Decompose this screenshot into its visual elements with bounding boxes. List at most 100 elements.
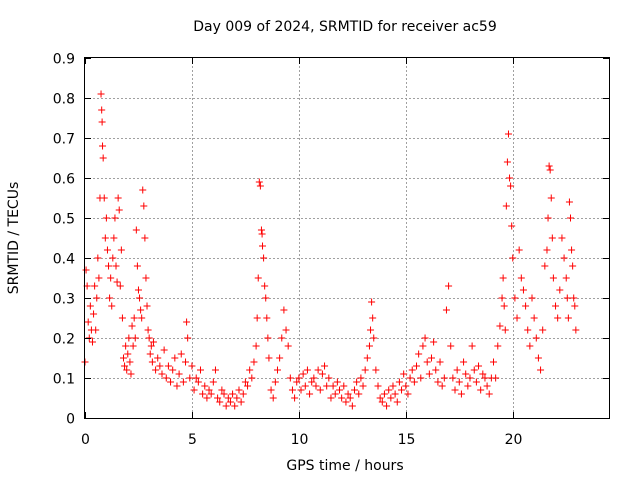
- data-point: [144, 326, 152, 334]
- data-point: [209, 378, 217, 386]
- data-point: [88, 338, 96, 346]
- data-point: [492, 374, 500, 382]
- data-point: [282, 326, 290, 334]
- data-point: [118, 314, 126, 322]
- data-point: [222, 402, 230, 410]
- data-point: [139, 186, 147, 194]
- data-point: [284, 342, 292, 350]
- x-tick-label: 20: [505, 432, 523, 448]
- data-point: [110, 234, 118, 242]
- data-point: [552, 302, 560, 310]
- y-tick-label: 0.3: [53, 292, 75, 308]
- data-point: [310, 374, 318, 382]
- data-point: [515, 246, 523, 254]
- data-point: [365, 342, 373, 350]
- data-point: [564, 314, 572, 322]
- data-point: [173, 382, 181, 390]
- data-point: [369, 314, 377, 322]
- data-point: [148, 358, 156, 366]
- data-point: [138, 314, 146, 322]
- data-point: [500, 302, 508, 310]
- data-point: [262, 294, 270, 302]
- data-point: [295, 374, 303, 382]
- data-point: [86, 302, 94, 310]
- data-point: [427, 354, 435, 362]
- data-point: [103, 246, 111, 254]
- data-point: [125, 334, 133, 342]
- data-point: [184, 334, 192, 342]
- data-point: [160, 346, 168, 354]
- data-point: [447, 342, 455, 350]
- data-point: [560, 254, 568, 262]
- data-point: [98, 106, 106, 114]
- data-point: [235, 386, 243, 394]
- data-point: [257, 226, 265, 234]
- data-point: [92, 326, 100, 334]
- data-point: [558, 234, 566, 242]
- data-point: [128, 322, 136, 330]
- data-point: [342, 398, 350, 406]
- data-point: [546, 166, 554, 174]
- data-point: [367, 326, 375, 334]
- data-point: [572, 326, 580, 334]
- data-point: [256, 182, 264, 190]
- data-point: [498, 294, 506, 302]
- data-point: [402, 382, 410, 390]
- data-point: [119, 354, 127, 362]
- data-point: [556, 286, 564, 294]
- data-point: [224, 394, 232, 402]
- data-point: [95, 274, 103, 282]
- data-point: [475, 362, 483, 370]
- data-point: [82, 266, 90, 274]
- data-point: [114, 194, 122, 202]
- data-point: [286, 374, 294, 382]
- data-point: [273, 366, 281, 374]
- data-point: [368, 298, 376, 306]
- data-point: [410, 378, 418, 386]
- data-point: [264, 334, 272, 342]
- data-point: [436, 358, 444, 366]
- data-point: [355, 390, 363, 398]
- data-point: [233, 394, 241, 402]
- data-point: [348, 402, 356, 410]
- data-point: [554, 314, 562, 322]
- data-point: [549, 274, 557, 282]
- data-point: [408, 366, 416, 374]
- y-tick-label: 0.2: [53, 332, 75, 348]
- data-point: [169, 366, 177, 374]
- data-point: [440, 374, 448, 382]
- data-point: [455, 378, 463, 386]
- data-point: [179, 378, 187, 386]
- data-point: [494, 342, 502, 350]
- data-point: [237, 398, 245, 406]
- data-point: [570, 294, 578, 302]
- data-point: [468, 342, 476, 350]
- data-point: [267, 386, 275, 394]
- data-point: [445, 282, 453, 290]
- data-point: [111, 214, 119, 222]
- data-point: [496, 322, 504, 330]
- data-point: [312, 382, 320, 390]
- data-point: [449, 374, 457, 382]
- data-point: [524, 326, 532, 334]
- data-point: [260, 254, 268, 262]
- data-point: [318, 370, 326, 378]
- data-point: [568, 246, 576, 254]
- x-tick-label: 10: [291, 432, 309, 448]
- data-point: [370, 334, 378, 342]
- data-point: [507, 182, 515, 190]
- data-point: [132, 226, 140, 234]
- data-point: [99, 154, 107, 162]
- data-point: [250, 358, 258, 366]
- data-point: [378, 398, 386, 406]
- data-point: [201, 382, 209, 390]
- data-point: [199, 390, 207, 398]
- data-point: [140, 202, 148, 210]
- data-point: [105, 262, 113, 270]
- data-point: [137, 306, 145, 314]
- data-point: [499, 274, 507, 282]
- data-point: [147, 342, 155, 350]
- data-point: [130, 314, 138, 322]
- data-point: [483, 382, 491, 390]
